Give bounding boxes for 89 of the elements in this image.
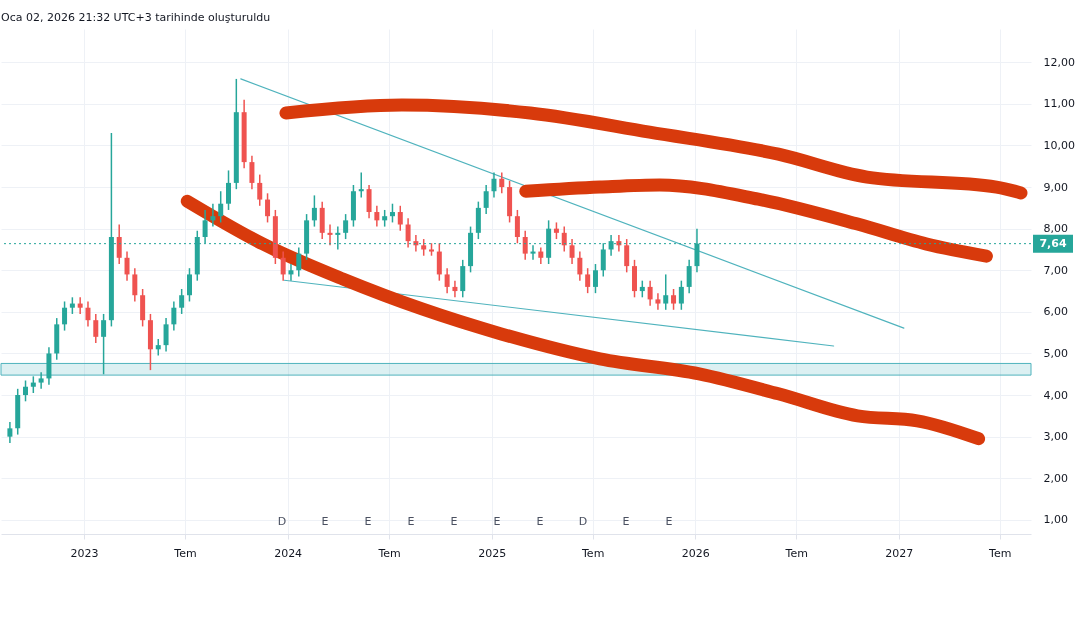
x-tick-label: Tem — [377, 546, 401, 560]
y-tick-label: 6,00 — [1043, 305, 1068, 319]
candlestick — [561, 225, 567, 253]
candlestick — [163, 317, 169, 353]
candlestick — [171, 300, 177, 332]
y-tick-label: 4,00 — [1043, 388, 1068, 402]
x-tick-label: 2024 — [274, 546, 303, 560]
candlestick — [374, 205, 380, 228]
candlestick — [62, 300, 68, 332]
ref-line-label: 7,64 — [1039, 236, 1067, 250]
candlestick — [257, 173, 263, 207]
candlestick — [179, 288, 185, 315]
candlestick — [226, 169, 232, 211]
candlestick — [327, 223, 333, 247]
candlestick — [265, 192, 271, 224]
candlestick — [436, 242, 442, 282]
annotation: E — [493, 515, 501, 528]
candlestick — [624, 238, 630, 274]
annotation: E — [321, 515, 329, 528]
x-tick-label: 2025 — [478, 546, 507, 560]
candlestick — [655, 292, 661, 311]
y-tick-label: 12,00 — [1043, 55, 1075, 69]
annotation: E — [407, 515, 415, 528]
candlestick — [585, 267, 591, 294]
annotation: E — [536, 515, 544, 528]
candlestick — [405, 217, 411, 249]
y-tick-label: 9,00 — [1043, 180, 1068, 194]
y-tick-label: 7,00 — [1043, 263, 1068, 277]
candlestick — [132, 267, 138, 303]
candlestick — [23, 379, 29, 403]
candlestick — [678, 279, 684, 311]
candlestick — [280, 250, 286, 282]
candlestick — [124, 250, 130, 282]
candlestick — [491, 171, 497, 199]
candlestick — [343, 213, 349, 240]
x-tick-label: 2023 — [70, 546, 99, 560]
candlestick — [483, 184, 489, 215]
annotation: E — [364, 515, 372, 528]
candlestick — [77, 296, 83, 315]
candlestick — [397, 205, 403, 232]
candlestick — [186, 267, 192, 303]
annotation: E — [665, 515, 673, 528]
candlestick — [358, 171, 364, 199]
candlestick — [38, 371, 44, 390]
candlestick — [210, 202, 216, 228]
x-tick-label: 2027 — [885, 546, 914, 560]
candlestick — [296, 246, 302, 278]
candlestick — [452, 279, 458, 299]
candlestick — [389, 202, 395, 224]
candlestick — [93, 313, 99, 344]
candlestick — [686, 259, 692, 294]
candlestick — [155, 338, 161, 357]
candlestick — [569, 238, 575, 265]
candlestick — [671, 288, 677, 311]
y-tick-label: 3,00 — [1043, 430, 1068, 444]
candlestick — [530, 244, 536, 261]
candlestick — [514, 209, 520, 244]
annotation: E — [450, 515, 458, 528]
x-tick-label: Tem — [784, 546, 808, 560]
y-tick-label: 5,00 — [1043, 346, 1068, 360]
candlestick — [85, 300, 91, 328]
candlestick — [499, 171, 505, 195]
text: Oca 02, 2026 21:32 UTC+3 tarihinde oluşturuldu — [1, 11, 271, 24]
x-tick-label: Tem — [581, 546, 605, 560]
candlestick — [218, 190, 224, 224]
candlestick — [311, 194, 317, 228]
y-tick-label: 10,00 — [1043, 138, 1075, 152]
candlestick — [647, 279, 653, 307]
x-tick-label: Tem — [988, 546, 1012, 560]
x-tick-label: 2026 — [681, 546, 710, 560]
annotation: D — [277, 515, 287, 528]
x-tick-label: Tem — [173, 546, 197, 560]
y-tick-label: 1,00 — [1043, 513, 1068, 527]
y-tick-label: 8,00 — [1043, 222, 1068, 236]
candlestick — [7, 421, 13, 444]
candlestick — [444, 267, 450, 294]
y-tick-label: 11,00 — [1043, 97, 1075, 111]
candlestick — [577, 250, 583, 282]
candlestick — [116, 223, 122, 265]
candlestick — [522, 230, 528, 261]
candlestick — [663, 273, 669, 311]
y-tick-label: 2,00 — [1043, 471, 1068, 485]
candlestick — [366, 184, 372, 220]
annotation: E — [622, 515, 630, 528]
candlestick — [288, 263, 294, 282]
annotation: D — [578, 515, 588, 528]
candlestick — [101, 313, 107, 376]
candlestick — [249, 155, 255, 190]
candlestick — [592, 263, 598, 294]
